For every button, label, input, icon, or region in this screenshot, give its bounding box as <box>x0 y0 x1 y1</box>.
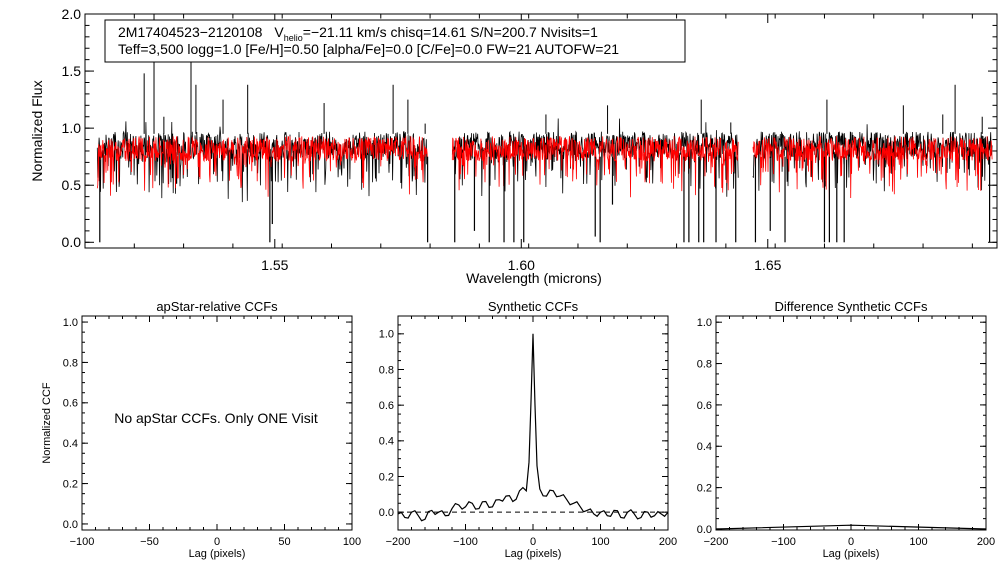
spectrum-panel: 0.0 0.5 1.0 1.5 2.0 1.55 1.60 1.65 Wavelength … <box>29 6 998 286</box>
synthetic-ccf-title: Synthetic CCFs <box>488 299 579 314</box>
synthetic-ccf-x-tick-labels: −200 −100 0 100 200 <box>386 536 678 548</box>
apstar-ccf-y-tick-label: 0.8 <box>63 357 78 369</box>
apstar-ccf-x-axis-label: Lag (pixels) <box>189 548 246 560</box>
annotation-line-2: Teff=3,500 logg=1.0 [Fe/H]=0.50 [alpha/F… <box>118 41 619 57</box>
apstar-ccf-message: No apStar CCFs. Only ONE Visit <box>114 410 318 426</box>
apstar-ccf-title: apStar-relative CCFs <box>156 299 278 314</box>
difference-ccf-ticks <box>715 316 987 530</box>
spectrum-y-tick-label: 1.0 <box>62 120 82 136</box>
spectrum-y-axis-label: Normalized Flux <box>29 80 45 181</box>
synthetic-ccf-y-tick-label: 0.0 <box>379 507 394 519</box>
annotation-box <box>104 19 686 63</box>
apstar-ccf-y-tick-label: 0.4 <box>63 438 78 450</box>
difference-ccf-title: Difference Synthetic CCFs <box>775 299 928 314</box>
difference-ccf-y-tick-label: 0.4 <box>697 441 712 453</box>
spectrum-synthetic-segment-3 <box>752 135 993 200</box>
annotation-v-sub: helio <box>284 33 303 43</box>
apstar-ccf-y-tick-label: 0.0 <box>63 519 78 531</box>
spectrum-y-tick-label: 2.0 <box>62 6 82 22</box>
synthetic-ccf-plot-area <box>397 333 669 522</box>
spectrum-x-tick-labels: 1.55 1.60 1.65 <box>261 257 781 273</box>
spectrum-y-tick-label: 0.0 <box>62 234 82 250</box>
annotation-line-1: 2M17404523−2120108 Vhelio=−21.11 km/s chi… <box>118 24 598 43</box>
difference-ccf-y-tick-label: 1.0 <box>697 317 712 329</box>
spectrum-synthetic-segment-2 <box>451 135 739 198</box>
difference-ccf-x-tick-label: −100 <box>771 536 796 548</box>
difference-ccf-y-tick-label: 0.0 <box>697 524 712 536</box>
apstar-ccf-y-tick-label: 0.2 <box>63 478 78 490</box>
difference-ccf-y-tick-label: 0.8 <box>697 358 712 370</box>
difference-ccf-x-tick-label: 0 <box>848 536 854 548</box>
difference-ccf-x-tick-label: −200 <box>704 536 729 548</box>
apstar-ccf-x-tick-label: 100 <box>343 536 361 548</box>
difference-ccf-x-tick-labels: −200 −100 0 100 200 <box>704 536 996 548</box>
spectrum-observed-segment-1 <box>96 121 428 203</box>
apstar-ccf-ticks <box>81 316 353 530</box>
synthetic-ccf-x-tick-label: 0 <box>530 536 536 548</box>
apstar-ccf-y-tick-label: 1.0 <box>63 317 78 329</box>
difference-ccf-y-tick-label: 0.6 <box>697 400 712 412</box>
apstar-ccf-x-tick-label: −100 <box>70 536 95 548</box>
synthetic-ccf-y-tick-label: 0.8 <box>379 364 394 376</box>
apstar-ccf-x-tick-label: −50 <box>140 536 159 548</box>
difference-ccf-y-tick-label: 0.2 <box>697 482 712 494</box>
synthetic-ccf-y-tick-label: 0.6 <box>379 400 394 412</box>
spectrum-y-tick-label: 1.5 <box>62 63 82 79</box>
difference-ccf-frame <box>715 315 987 531</box>
spectrum-y-tick-labels: 0.0 0.5 1.0 1.5 2.0 <box>62 6 82 250</box>
spectrum-plot-area <box>96 14 993 243</box>
apstar-ccf-x-tick-label: 50 <box>278 536 290 548</box>
annotation-v: V <box>274 24 284 40</box>
annotation-star-id: 2M17404523−2120108 <box>118 24 263 40</box>
spectrum-y-tick-label: 0.5 <box>62 177 82 193</box>
apstar-ccf-y-axis-label: Normalized CCF <box>41 382 53 464</box>
apstar-ccf-x-tick-label: 0 <box>214 536 220 548</box>
apstar-ccf-y-tick-labels: 0.0 0.2 0.4 0.6 0.8 1.0 <box>63 317 78 531</box>
synthetic-ccf-y-tick-label: 0.4 <box>379 436 394 448</box>
spectrum-x-tick-label: 1.60 <box>508 257 535 273</box>
synthetic-ccf-y-tick-labels: 0.0 0.2 0.4 0.6 0.8 1.0 <box>379 329 394 519</box>
synthetic-ccf-ccf-line <box>397 333 669 522</box>
difference-ccf-panel: Difference Synthetic CCFs 0.00.20.40.60.… <box>697 299 995 560</box>
synthetic-ccf-x-tick-label: −100 <box>453 536 478 548</box>
spectrum-synthetic-segment-1 <box>96 135 428 197</box>
spectrum-ticks <box>84 13 997 248</box>
apstar-ccf-panel: apStar-relative CCFs 0.00.20.40.60.81.0 … <box>41 299 361 560</box>
spectrum-x-tick-label: 1.65 <box>754 257 781 273</box>
synthetic-ccf-ticks <box>397 316 669 530</box>
synthetic-ccf-y-tick-label: 1.0 <box>379 329 394 341</box>
difference-ccf-x-axis-label: Lag (pixels) <box>823 548 880 560</box>
synthetic-ccf-panel: Synthetic CCFs 0.0 0.2 0.4 0.6 0.8 1.0 −200 −1… <box>379 299 677 560</box>
synthetic-ccf-y-tick-label: 0.2 <box>379 471 394 483</box>
synthetic-ccf-x-axis-label: Lag (pixels) <box>505 548 562 560</box>
annotation-stats: =−21.11 km/s chisq=14.61 S/N=200.7 Nvisi… <box>303 24 598 40</box>
apstar-ccf-y-tick-label: 0.6 <box>63 398 78 410</box>
synthetic-ccf-x-tick-label: 100 <box>591 536 609 548</box>
synthetic-ccf-x-tick-label: −200 <box>386 536 411 548</box>
difference-ccf-x-tick-label: 100 <box>909 536 927 548</box>
synthetic-ccf-x-tick-label: 200 <box>659 536 677 548</box>
spectrum-x-axis-label: Wavelength (microns) <box>466 270 602 286</box>
difference-ccf-x-tick-label: 200 <box>977 536 995 548</box>
difference-ccf-y-tick-labels: 0.0 0.2 0.4 0.6 0.8 1.0 <box>697 317 712 536</box>
apstar-ccf-x-tick-labels: −100 −50 0 50 100 <box>70 536 362 548</box>
spectrum-x-tick-label: 1.55 <box>261 257 288 273</box>
spectrum-frame <box>84 13 998 249</box>
